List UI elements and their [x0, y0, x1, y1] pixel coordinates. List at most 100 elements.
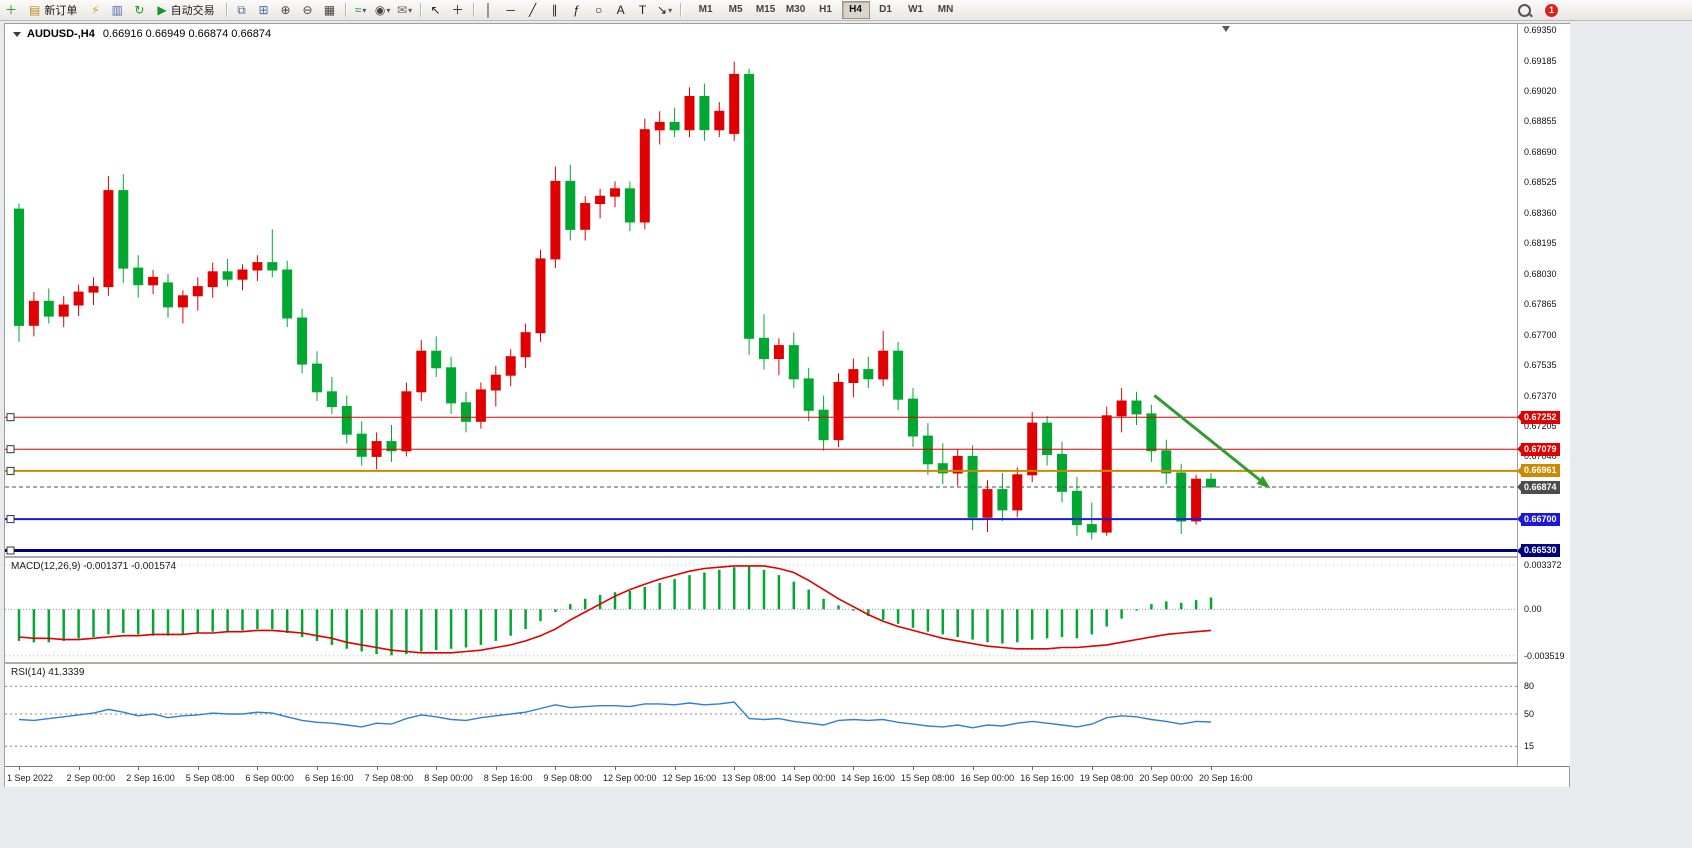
- cursor-icon[interactable]: ↖: [430, 3, 441, 17]
- macd-axis-label: 0.00: [1524, 604, 1542, 615]
- price-axis-label: 0.67700: [1524, 329, 1557, 340]
- price-tag: 0.67252: [1517, 410, 1560, 424]
- templates-icon[interactable]: ✉ ▾: [397, 3, 413, 17]
- time-axis-label: 1 Sep 2022: [7, 773, 54, 783]
- time-axis-label: 16 Sep 00:00: [960, 773, 1015, 783]
- time-axis-label: 2 Sep 00:00: [66, 773, 116, 783]
- timeframe-h4[interactable]: H4: [841, 1, 870, 19]
- new-chart-icon[interactable]: ＋: [4, 3, 17, 17]
- metaeditor-icon[interactable]: ⚡: [91, 3, 100, 17]
- time-axis-label: 7 Sep 08:00: [364, 773, 414, 783]
- window-cascade-icon[interactable]: ⧉: [237, 3, 246, 17]
- toolbar-separator: [679, 3, 681, 17]
- arrows-icon[interactable]: ↘ ▾: [657, 3, 673, 17]
- toolbar-separator: [419, 3, 421, 17]
- price-axis-label: 0.68030: [1524, 268, 1557, 279]
- trendline-icon[interactable]: ╱: [528, 3, 537, 17]
- vertical-line-icon[interactable]: │: [484, 3, 493, 17]
- price-tag: 0.66874: [1517, 480, 1560, 494]
- time-axis-label: 12 Sep 00:00: [603, 773, 657, 783]
- price-axis-label: 0.68855: [1524, 116, 1557, 127]
- price-axis-label: 0.68195: [1524, 238, 1557, 249]
- time-tick: [913, 767, 914, 770]
- rsi-axis-label: 50: [1524, 709, 1535, 719]
- text-icon[interactable]: A: [616, 3, 625, 17]
- zoom-in-icon[interactable]: ⊕: [280, 3, 291, 17]
- time-tick: [138, 767, 140, 770]
- time-tick: [78, 767, 80, 770]
- ohlc-values: 0.66916 0.66949 0.66874 0.66874: [102, 28, 272, 40]
- price-tag: 0.66961: [1517, 464, 1560, 478]
- macd-panel[interactable]: [5, 558, 1517, 662]
- price-tag: 0.66530: [1517, 544, 1560, 557]
- chart-title-row: AUDUSD-,H4 0.66916 0.66949 0.66874 0.668…: [13, 28, 271, 40]
- time-tick: [972, 767, 974, 770]
- market-watch-icon[interactable]: ▥: [111, 3, 124, 17]
- one-click-trading-arrow-icon[interactable]: [13, 31, 21, 37]
- text-label-icon[interactable]: T: [638, 3, 647, 17]
- pane-divider[interactable]: [5, 662, 1569, 664]
- timeframe-mn[interactable]: MN: [937, 4, 954, 15]
- zoom-out-icon[interactable]: ⊖: [302, 3, 313, 17]
- price-axis-label: 0.67865: [1524, 299, 1557, 310]
- time-tick: [19, 767, 20, 770]
- timeframe-h1[interactable]: H1: [819, 4, 832, 15]
- chart-shift-marker-icon[interactable]: [1222, 26, 1230, 32]
- chart-window: AUDUSD-,H4 0.66916 0.66949 0.66874 0.668…: [4, 23, 1570, 787]
- time-tick: [1211, 767, 1212, 770]
- price-axis-label: 0.67535: [1524, 360, 1557, 370]
- timeframe-w1[interactable]: W1: [908, 4, 924, 15]
- price-axis-label: 0.67205: [1524, 420, 1557, 431]
- time-axis-label: 19 Sep 08:00: [1079, 773, 1134, 783]
- timeframe-m30[interactable]: M30: [785, 4, 806, 15]
- time-tick: [495, 767, 497, 770]
- periodicity-icon[interactable]: ◉ ▾: [374, 3, 391, 17]
- time-tick: [197, 767, 199, 770]
- time-axis[interactable]: 1 Sep 2022 2 Sep 00:00 2 Sep 16:00 5 Sep 08…: [5, 766, 1569, 787]
- chart-plot-area[interactable]: AUDUSD-,H4 0.66916 0.66949 0.66874 0.668…: [5, 24, 1569, 787]
- rsi-axis-label: 80: [1524, 681, 1535, 692]
- indicators-icon[interactable]: ≈ ▾: [354, 3, 367, 17]
- time-tick: [317, 767, 318, 770]
- horizontal-line-icon[interactable]: ─: [506, 3, 515, 17]
- time-tick: [376, 767, 378, 770]
- time-axis-label: 13 Sep 08:00: [722, 773, 776, 783]
- auto-trading-button[interactable]: ▶ 自动交易: [157, 3, 215, 17]
- shapes-icon[interactable]: ○: [594, 3, 603, 17]
- grid-icon[interactable]: ▦: [323, 3, 336, 17]
- time-axis-label: 9 Sep 08:00: [543, 773, 592, 783]
- window-tile-icon[interactable]: ⊞: [258, 3, 269, 17]
- time-axis-label: 14 Sep 16:00: [841, 773, 895, 783]
- channel-icon[interactable]: ∥: [551, 3, 558, 17]
- time-tick: [734, 767, 736, 770]
- pane-divider[interactable]: [5, 556, 1569, 558]
- search-icon[interactable]: [1518, 3, 1531, 17]
- timeframe-m5[interactable]: M5: [728, 4, 743, 15]
- time-tick: [257, 767, 259, 770]
- price-axis-label: 0.68690: [1524, 146, 1557, 157]
- notification-badge[interactable]: 1: [1545, 3, 1558, 17]
- timeframe-m15[interactable]: M15: [755, 4, 776, 15]
- timeframe-m1[interactable]: M1: [698, 4, 713, 15]
- time-tick: [1032, 767, 1034, 770]
- fibonacci-icon[interactable]: ƒ: [573, 3, 580, 17]
- timeframe-d1[interactable]: D1: [879, 4, 892, 15]
- toolbar-separator: [344, 3, 346, 17]
- rsi-axis-label: 15: [1524, 741, 1535, 752]
- price-axis-label: 0.69185: [1524, 55, 1557, 66]
- main-toolbar: ＋ ▤ 新订单 ⚡ ▥ ↻ ▶ 自动交易 ⧉ ⊞ ⊕ ⊖ ▦ ≈ ▾ ◉ ▾ ✉ ▾ ↖ ＋ │ ─ ╱ ∥ ƒ ○ A T ↘ ▾ M1 M…: [0, 0, 1692, 21]
- time-tick: [1151, 767, 1153, 770]
- toolbar-button-group: ＋ ▤ 新订单 ⚡ ▥ ↻ ▶ 自动交易 ⧉ ⊞ ⊕ ⊖ ▦ ≈ ▾ ◉ ▾ ✉ ▾ ↖ ＋ │ ─ ╱ ∥ ƒ ○ A T ↘ ▾: [0, 0, 685, 20]
- macd-axis-label: -0.003519: [1524, 650, 1565, 661]
- refresh-icon[interactable]: ↻: [134, 3, 145, 17]
- price-axis[interactable]: 0.69350 0.69185 0.69020 0.68855 0.68690 0.685…: [1517, 24, 1570, 766]
- crosshair-icon[interactable]: ＋: [451, 3, 464, 17]
- rsi-indicator-label: RSI(14) 41.3339: [11, 667, 85, 678]
- price-chart[interactable]: [5, 24, 1517, 556]
- time-tick: [555, 767, 557, 770]
- toolbar-separator: [472, 3, 474, 17]
- new-order-button[interactable]: ▤ 新订单: [29, 3, 78, 17]
- price-axis-label: 0.69020: [1524, 86, 1557, 96]
- rsi-panel[interactable]: [5, 664, 1517, 766]
- price-tag: 0.66700: [1517, 512, 1560, 526]
